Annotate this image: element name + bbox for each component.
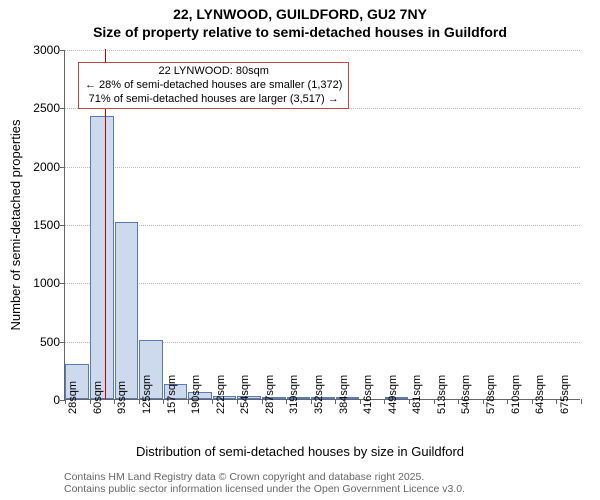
xtick-mark — [114, 399, 115, 404]
xtick-mark — [532, 399, 533, 404]
chart-title: 22, LYNWOOD, GUILDFORD, GU2 7NY Size of … — [0, 0, 600, 41]
annotation-line1: 22 LYNWOOD: 80sqm — [85, 65, 342, 79]
xtick-mark — [90, 399, 91, 404]
annotation-line3: 71% of semi-detached houses are larger (… — [85, 93, 342, 107]
xtick-mark — [384, 399, 385, 404]
xtick-mark — [286, 399, 287, 404]
ytick-label: 2000 — [20, 160, 60, 174]
xtick-mark — [409, 399, 410, 404]
annotation-box: 22 LYNWOOD: 80sqm ← 28% of semi-detached… — [78, 62, 349, 109]
ytick-mark — [60, 225, 65, 226]
xtick-mark — [434, 399, 435, 404]
xtick-mark — [188, 399, 189, 404]
gridline — [65, 283, 580, 284]
ytick-label: 3000 — [20, 43, 60, 57]
ytick-label: 500 — [20, 335, 60, 349]
ytick-mark — [60, 342, 65, 343]
ytick-label: 0 — [20, 393, 60, 407]
footer: Contains HM Land Registry data © Crown c… — [64, 471, 465, 496]
ytick-mark — [60, 167, 65, 168]
xtick-mark — [212, 399, 213, 404]
xtick-mark — [163, 399, 164, 404]
ytick-label: 1500 — [20, 218, 60, 232]
footer-line2: Contains public sector information licen… — [64, 483, 465, 496]
xtick-mark — [311, 399, 312, 404]
xtick-mark — [458, 399, 459, 404]
annotation-line2: ← 28% of semi-detached houses are smalle… — [85, 79, 342, 93]
footer-line1: Contains HM Land Registry data © Crown c… — [64, 471, 465, 484]
ytick-label: 2500 — [20, 101, 60, 115]
ytick-mark — [60, 50, 65, 51]
xtick-mark — [581, 399, 582, 404]
gridline — [65, 167, 580, 168]
gridline — [65, 225, 580, 226]
ytick-mark — [60, 108, 65, 109]
xtick-mark — [360, 399, 361, 404]
xtick-mark — [65, 399, 66, 404]
xtick-mark — [507, 399, 508, 404]
x-axis-label: Distribution of semi-detached houses by … — [0, 444, 600, 459]
xtick-mark — [237, 399, 238, 404]
histogram-bar — [115, 222, 139, 399]
xtick-mark — [335, 399, 336, 404]
ytick-label: 1000 — [20, 276, 60, 290]
xtick-mark — [483, 399, 484, 404]
ytick-mark — [60, 283, 65, 284]
xtick-mark — [556, 399, 557, 404]
title-line2: Size of property relative to semi-detach… — [0, 24, 600, 42]
histogram-bar — [90, 116, 114, 400]
xtick-mark — [139, 399, 140, 404]
xtick-mark — [262, 399, 263, 404]
title-line1: 22, LYNWOOD, GUILDFORD, GU2 7NY — [0, 6, 600, 24]
gridline — [65, 50, 580, 51]
